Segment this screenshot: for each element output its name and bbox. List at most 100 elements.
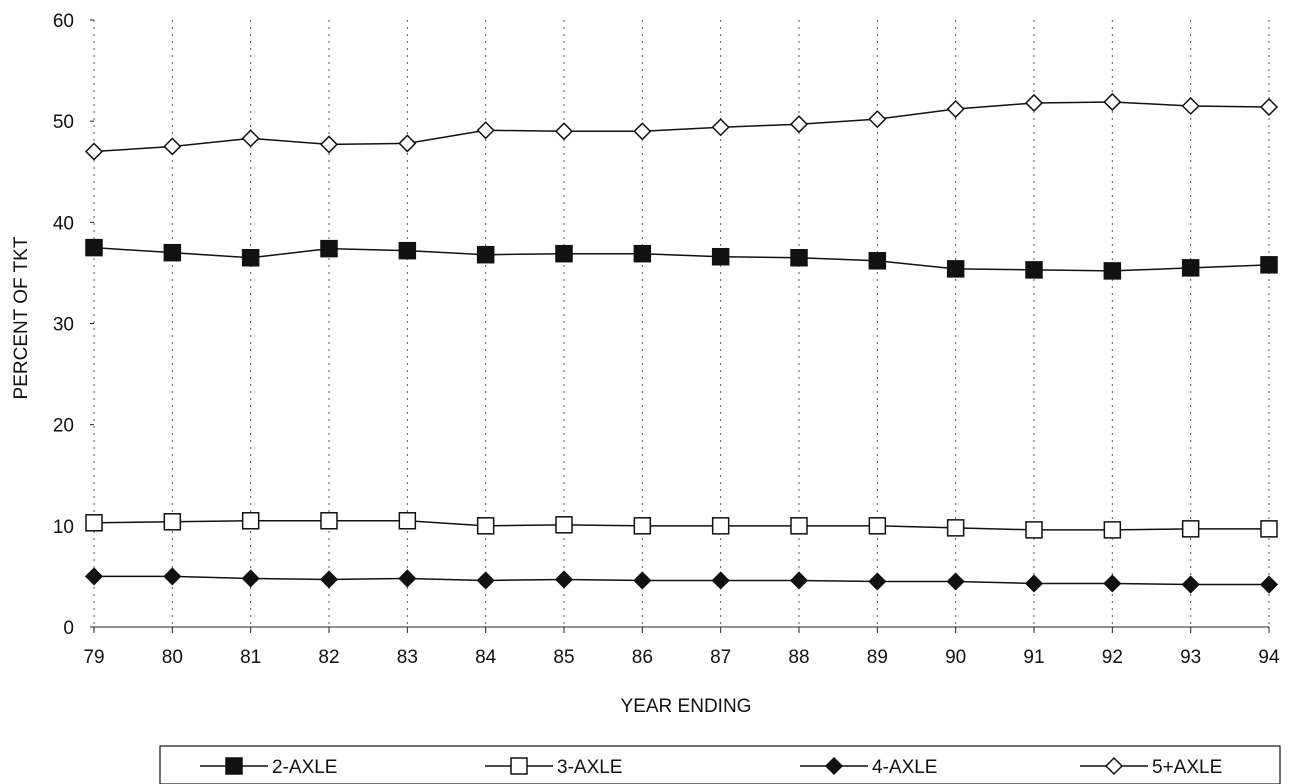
data-point-5plus-axle — [84, 142, 104, 161]
y-tick-label: 30 — [53, 315, 74, 336]
legend-item-5plus-axle: 5+AXLE — [1080, 756, 1222, 778]
data-point-3-axle — [398, 512, 417, 530]
data-point-2-axle — [555, 244, 573, 263]
axis-layer: 79 80 81 82 83 84 85 86 87 88 89 90 91 92 93 94 0 10 20 30 4… — [53, 11, 1280, 668]
data-point-3-axle — [476, 517, 495, 535]
y-tick-label: 0 — [63, 618, 74, 639]
data-point-5plus-axle — [398, 134, 417, 153]
x-tick-label: 85 — [553, 647, 574, 668]
data-point-3-axle — [711, 517, 730, 535]
data-point-3-axle — [946, 519, 965, 537]
x-tick-label: 88 — [788, 647, 809, 668]
x-tick-label: 81 — [240, 647, 261, 668]
x-tick-label: 91 — [1023, 647, 1044, 668]
data-point-3-axle — [1260, 520, 1278, 538]
x-tick-label: 79 — [83, 647, 104, 668]
data-point-4-axle — [84, 567, 104, 586]
data-point-3-axle — [1181, 520, 1200, 538]
data-point-2-axle — [633, 244, 652, 263]
x-tick-label: 83 — [397, 647, 418, 668]
data-point-2-axle — [163, 243, 182, 262]
data-point-4-axle — [319, 570, 339, 589]
data-point-2-axle — [946, 260, 965, 278]
x-tick-label: 93 — [1180, 647, 1201, 668]
data-point-4-axle — [1181, 575, 1200, 594]
data-point-4-axle — [868, 572, 887, 591]
data-point-4-axle — [1024, 574, 1044, 593]
x-tick-label: 80 — [162, 647, 183, 668]
legend: 2-AXLE 3-AXLE 4-AXLE 5+AXLE — [159, 745, 1281, 784]
data-point-3-axle — [555, 516, 573, 534]
data-point-5plus-axle — [554, 122, 574, 141]
series-layer — [84, 92, 1279, 594]
data-point-4-axle — [711, 571, 730, 590]
x-tick-label: 92 — [1102, 647, 1123, 668]
x-tick-label: 82 — [318, 647, 339, 668]
data-point-2-axle — [1025, 261, 1043, 279]
x-tick-label: 94 — [1258, 647, 1280, 668]
data-point-2-axle — [868, 252, 887, 270]
data-point-4-axle — [241, 569, 260, 588]
legend-item-3-axle: 3-AXLE — [485, 757, 622, 778]
data-point-3-axle — [868, 517, 887, 535]
x-axis-title: YEAR ENDING — [621, 696, 752, 717]
legend-marker-5plus-axle — [1104, 756, 1124, 776]
series-line-5plus-axle — [93, 101, 1270, 153]
y-tick-label: 60 — [53, 11, 74, 32]
series-line-3-axle — [93, 520, 1269, 531]
y-axis-title: PERCENT OF TKT — [11, 236, 32, 399]
data-point-2-axle — [1260, 256, 1278, 274]
data-point-2-axle — [320, 239, 338, 258]
data-point-5plus-axle — [241, 129, 260, 148]
legend-item-4-axle: 4-AXLE — [800, 756, 937, 778]
series-line-2-axle — [93, 246, 1270, 272]
grid-layer — [93, 20, 1270, 627]
data-point-5plus-axle — [1103, 92, 1122, 112]
data-point-4-axle — [1259, 575, 1279, 594]
series-line-4-axle — [94, 575, 1269, 586]
x-tick-label: 84 — [475, 647, 497, 668]
series-4-axle — [84, 567, 1279, 594]
data-point-4-axle — [1103, 574, 1122, 593]
data-point-4-axle — [554, 570, 574, 589]
y-tick-label: 10 — [53, 517, 74, 538]
data-point-2-axle — [1181, 259, 1200, 277]
data-point-4-axle — [789, 571, 809, 590]
data-point-5plus-axle — [1024, 93, 1044, 113]
y-tick-label: 20 — [53, 416, 74, 437]
data-point-2-axle — [85, 238, 103, 257]
data-point-5plus-axle — [711, 118, 730, 137]
data-point-3-axle — [241, 512, 260, 530]
data-point-3-axle — [1103, 521, 1122, 539]
data-point-4-axle — [633, 571, 652, 590]
data-point-5plus-axle — [868, 110, 887, 129]
data-point-4-axle — [476, 571, 495, 590]
data-point-3-axle — [320, 512, 338, 530]
data-point-3-axle — [163, 513, 182, 531]
data-point-2-axle — [241, 248, 260, 267]
x-tick-label: 87 — [710, 647, 731, 668]
data-point-2-axle — [790, 248, 808, 267]
legend-label: 3-AXLE — [557, 757, 622, 778]
y-tick-label: 50 — [53, 112, 74, 133]
legend-label: 2-AXLE — [272, 757, 337, 778]
data-point-4-axle — [946, 572, 965, 591]
data-point-5plus-axle — [163, 137, 182, 156]
legend-label: 4-AXLE — [872, 757, 937, 778]
data-point-3-axle — [633, 517, 652, 535]
legend-marker-4-axle — [824, 756, 844, 776]
legend-box — [159, 745, 1281, 784]
y-tick-label: 40 — [53, 213, 74, 234]
data-point-2-axle — [398, 241, 417, 260]
legend-marker-3-axle — [510, 757, 528, 775]
legend-marker-2-axle — [225, 757, 243, 775]
data-point-5plus-axle — [1181, 96, 1200, 116]
series-5plus-axle — [84, 92, 1279, 161]
data-point-4-axle — [398, 569, 417, 588]
x-tick-label: 89 — [867, 647, 888, 668]
data-point-2-axle — [1103, 262, 1122, 280]
series-3-axle — [85, 512, 1278, 539]
data-point-5plus-axle — [789, 115, 809, 134]
